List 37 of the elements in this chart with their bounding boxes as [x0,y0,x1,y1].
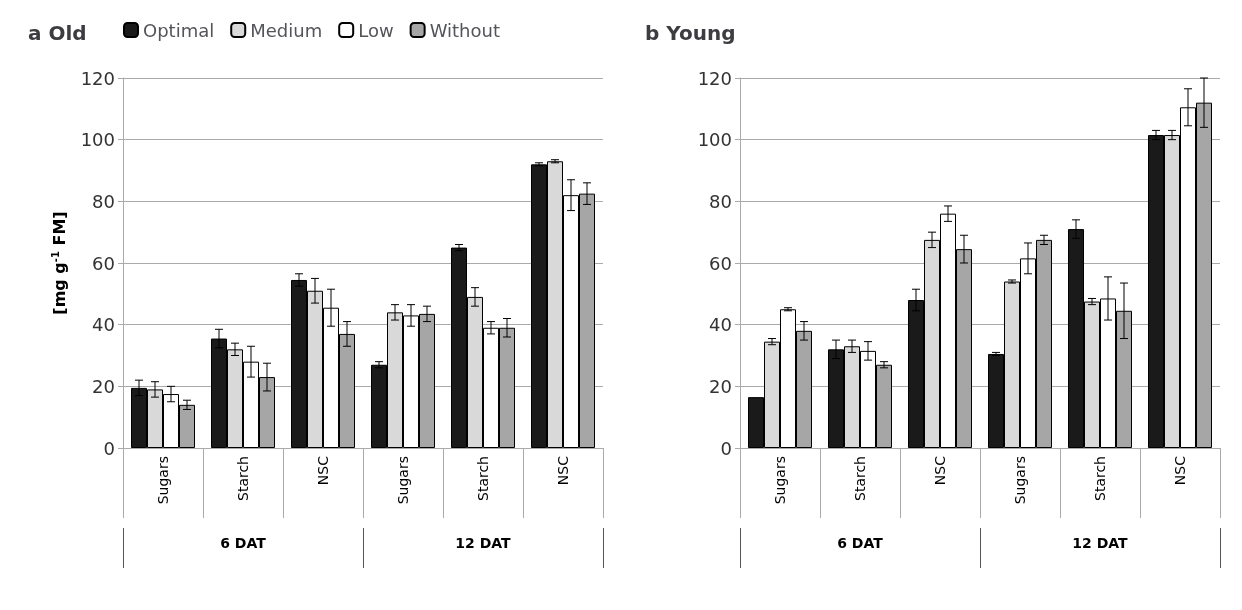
chart-title: b Young [645,21,736,45]
y-tick-label: 40 [709,314,732,336]
text: 6 DAT [837,535,884,551]
text: 6 DAT [220,535,267,551]
x-tick-label: Starch [852,456,868,501]
x-tick-label: Sugars [1012,456,1028,505]
text: 12 DAT [455,535,512,551]
chart-title: a Old [28,21,87,45]
x-tick-label: NSC [932,455,948,486]
legend-label: Low [358,19,394,41]
y-axis-title: [mg g-1 FM] [49,211,69,315]
y-tick-label: 120 [80,67,115,89]
x-tick-label: Sugars [155,456,171,505]
legend-label: Without [429,19,500,41]
y-tick-label: 0 [720,437,732,459]
y-tick-label: 40 [92,314,115,336]
legend-label: Medium [250,19,323,41]
legend-label: Optimal [143,19,215,41]
y-tick-label: 60 [92,252,115,274]
x-tick-label: Starch [235,456,251,501]
y-tick-label: 100 [697,129,732,151]
y-tick-label: 80 [709,190,732,212]
y-tick-label: 0 [103,437,115,459]
x-tick-label: Sugars [395,456,411,505]
y-tick-label: 20 [709,375,732,397]
x-tick-label: Starch [1092,456,1108,501]
x-tick-label: Sugars [772,456,788,505]
x-tick-label: NSC [315,455,331,486]
y-tick-label: 100 [80,129,115,151]
y-tick-label: 60 [709,252,732,274]
x-tick-label: Starch [475,456,491,501]
y-tick-label: 80 [92,190,115,212]
y-tick-label: 120 [697,67,732,89]
x-tick-label: NSC [1172,455,1188,486]
text: 12 DAT [1072,535,1129,551]
x-tick-label: NSC [555,455,571,486]
y-tick-label: 20 [92,375,115,397]
